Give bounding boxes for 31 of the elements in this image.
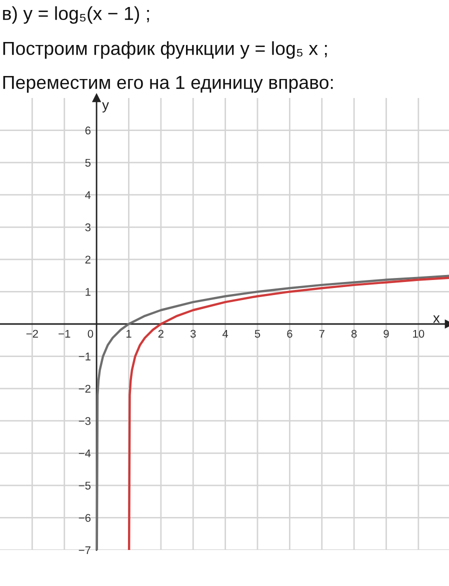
x-tick-label: 10 xyxy=(413,330,424,338)
x-tick-label: −1 xyxy=(58,330,70,338)
y-tick-label: −7 xyxy=(78,546,90,554)
y-tick-label: 1 xyxy=(86,288,90,296)
text: Переместим его на 1 единицу вправо: xyxy=(3,76,333,93)
y-tick-label: −5 xyxy=(78,482,91,490)
x-tick-label: 7 xyxy=(319,330,324,338)
y-tick-label: 4 xyxy=(85,191,91,199)
y-tick-label: 5 xyxy=(85,158,91,167)
x-tick-label: 6 xyxy=(287,330,292,338)
y-tick-label: 2 xyxy=(85,256,90,264)
x-tick-label: 0 xyxy=(88,330,94,338)
x-tick-label: 5 xyxy=(254,330,260,338)
y-tick-label: −6 xyxy=(78,514,91,522)
x-tick-label: 1 xyxy=(126,330,132,338)
y-tick-label: −3 xyxy=(78,417,91,425)
x-tick-label: 9 xyxy=(384,330,389,338)
x-axis-title: x xyxy=(433,315,440,323)
y-tick-label: 3 xyxy=(85,223,91,232)
y-tick-label: 6 xyxy=(85,126,91,134)
x-tick-label: 2 xyxy=(158,330,164,338)
x-tick-label: 3 xyxy=(190,330,196,338)
y-axis-title: y xyxy=(102,102,109,112)
chart-subtitle: Построим график функции y = log₅ x ; xyxy=(3,41,327,59)
y-tick-label: −4 xyxy=(78,450,91,458)
chart-title: в) y = log₅(x − 1) ; xyxy=(3,6,149,24)
x-tick-label: −2 xyxy=(26,330,38,338)
y-tick-label: −2 xyxy=(78,384,90,393)
x-tick-label: 4 xyxy=(222,330,228,338)
x-tick-label: 8 xyxy=(351,330,357,338)
y-tick-label: −1 xyxy=(78,352,90,360)
